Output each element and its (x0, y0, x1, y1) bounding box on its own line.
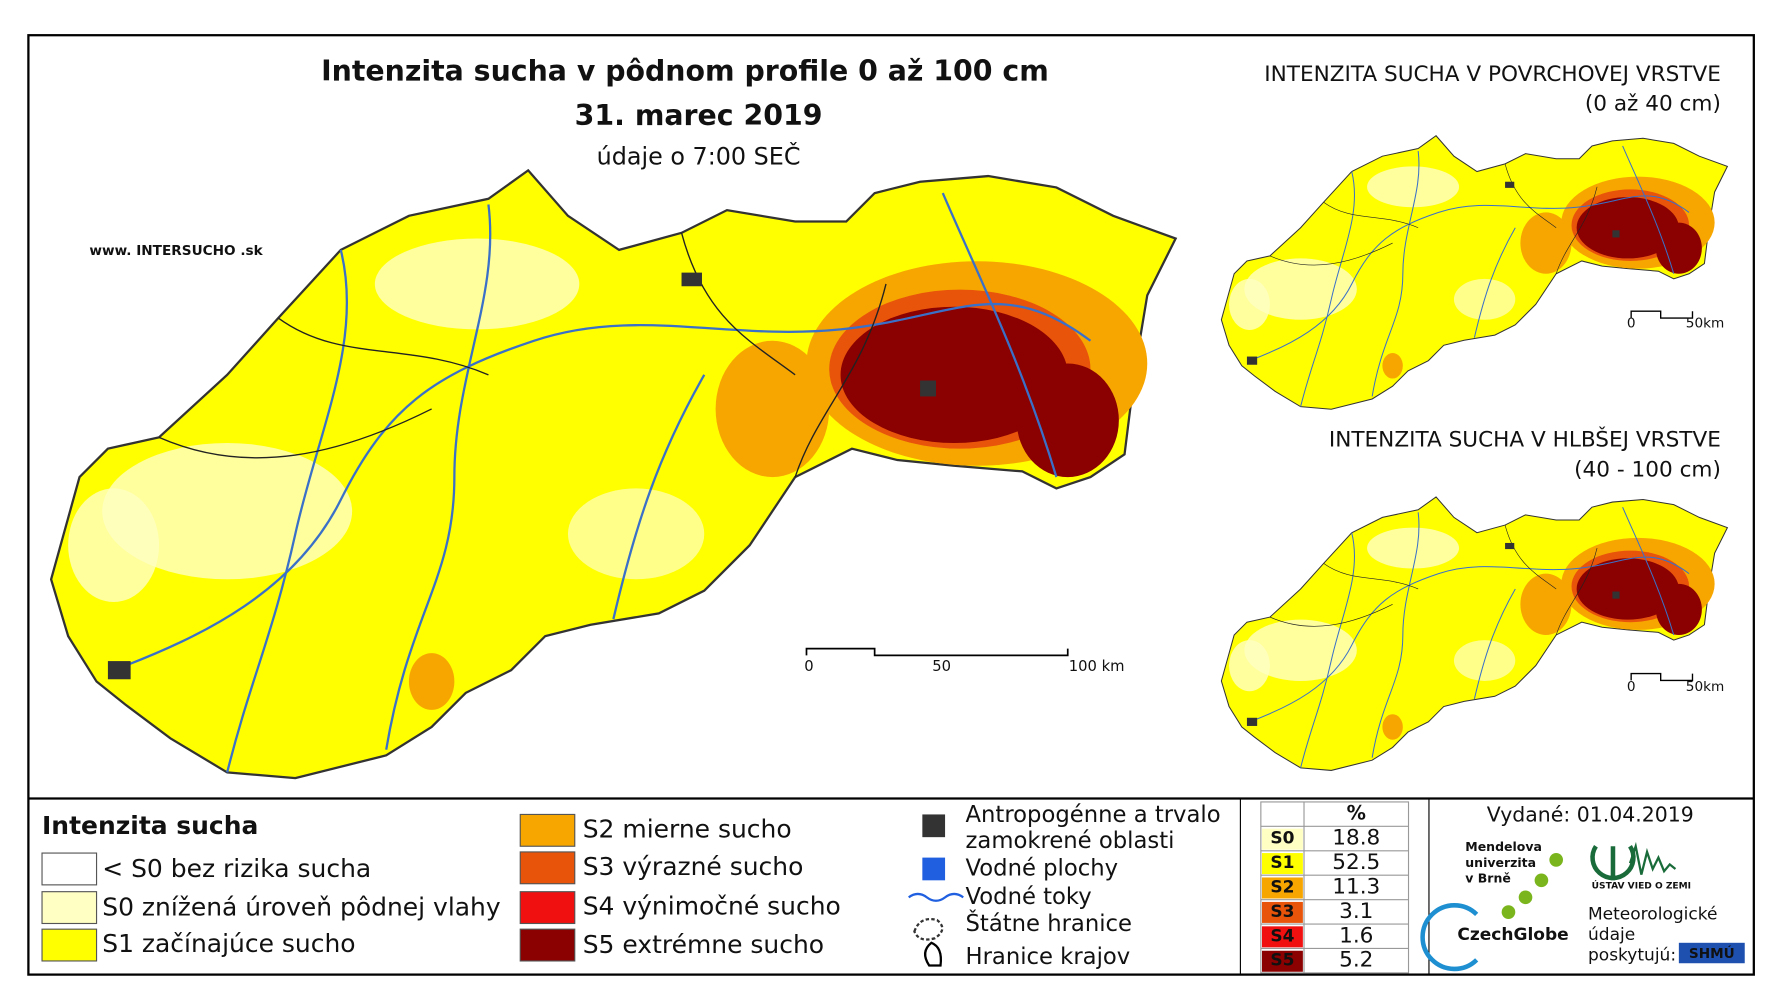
legend-swatch (519, 813, 576, 847)
logo-text: CzechGlobe (1457, 925, 1568, 945)
inset-subtitle: (0 až 40 cm) (1585, 92, 1721, 117)
scale-label: 0 (1627, 679, 1636, 695)
legend-label: S1 začínajúce sucho (102, 929, 355, 958)
logo-dot (1549, 853, 1563, 867)
scale-bar (1630, 672, 1694, 682)
class-label: S1 (1270, 853, 1294, 873)
logo-text: v Brně (1465, 871, 1511, 886)
scale-label: 100 km (1069, 658, 1125, 675)
class-cell (1261, 901, 1303, 923)
meteo-note: údaje (1588, 925, 1635, 945)
legend-label: < S0 bez rizika sucha (102, 854, 371, 883)
legend-swatch (519, 928, 576, 962)
legend-label: Vodné toky (966, 884, 1092, 910)
legend-icon (924, 941, 943, 967)
legend-label: Štátne hranice (966, 909, 1132, 937)
legend-icon (908, 892, 964, 902)
logo-text: ÚSTAV VIED O ZEMI (1592, 880, 1691, 892)
meteo-note: poskytujú: (1588, 945, 1676, 965)
legend-swatch (41, 928, 98, 962)
map-date: 31. marec 2019 (575, 99, 823, 132)
scale-label: 50 (932, 658, 951, 675)
class-label: S2 (1270, 877, 1294, 897)
logo-text: Mendelova (1465, 839, 1542, 854)
scale-label: 0 (804, 658, 813, 675)
legend-title: Intenzita sucha (42, 811, 258, 840)
inset-subtitle: (40 - 100 cm) (1574, 457, 1721, 482)
share-value: 1.6 (1339, 923, 1373, 948)
scale-bar (805, 647, 1069, 657)
class-cell (1261, 828, 1303, 850)
class-label: S0 (1270, 829, 1294, 849)
scale-label: 0 (1627, 316, 1636, 332)
legend-label: S2 mierne sucho (583, 814, 792, 843)
share-value: 18.8 (1332, 826, 1380, 851)
logo-text: univerzita (1465, 855, 1536, 870)
class-cell (1261, 877, 1303, 899)
class-label: S4 (1270, 926, 1294, 946)
legend-label: S0 znížená úroveň pôdnej vlahy (102, 893, 501, 922)
shmu-logo (1678, 942, 1745, 964)
logo-text: SHMÚ (1689, 944, 1735, 962)
legend-icon (922, 857, 946, 881)
logo-wave (1628, 841, 1677, 875)
share-value: 11.3 (1332, 874, 1380, 899)
class-cell (1261, 926, 1303, 948)
share-value: 5.2 (1339, 948, 1373, 973)
legend-swatch (519, 851, 576, 885)
class-label: S3 (1270, 902, 1294, 922)
time-note: údaje o 7:00 SEČ (597, 142, 801, 170)
table-frame (1260, 801, 1410, 974)
legend-label: S3 výrazné sucho (583, 852, 804, 881)
logo-dot (1501, 905, 1516, 919)
legend-swatch (41, 891, 98, 925)
issued: Vydané: 01.04.2019 (1487, 803, 1694, 827)
legend-label: Hranice krajov (966, 944, 1131, 970)
class-label: S5 (1270, 951, 1294, 971)
legend-icon (913, 917, 944, 941)
logo-swoosh (1420, 903, 1479, 972)
table-header: % (1347, 802, 1366, 825)
scale-bar (1630, 310, 1694, 319)
inset-title: INTENZITA SUCHA V POVRCHOVEJ VRSTVE (1264, 62, 1721, 87)
legend-label: Antropogénne a trvalo (966, 802, 1221, 828)
legend-label: Vodné plochy (966, 855, 1119, 881)
class-cell (1261, 950, 1303, 972)
website: www. INTERSUCHO .sk (89, 243, 263, 259)
logo-dot (1518, 890, 1533, 905)
scale-label: 50km (1686, 679, 1725, 695)
share-value: 52.5 (1332, 850, 1380, 875)
logo-mark (1590, 844, 1636, 881)
legend-label: S4 výnimočné sucho (583, 892, 841, 921)
legend-label: zamokrené oblasti (966, 828, 1175, 854)
inset-title: INTENZITA SUCHA V HLBŠEJ VRSTVE (1329, 427, 1721, 453)
legend-icon (922, 814, 946, 838)
legend-label: S5 extrémne sucho (583, 930, 824, 959)
scale-label: 50km (1686, 316, 1725, 332)
meteo-note: Meteorologické (1588, 904, 1717, 924)
map-title: Intenzita sucha v pôdnom profile 0 až 10… (321, 55, 1049, 88)
legend-swatch (41, 852, 98, 886)
logo-dot (1534, 873, 1549, 888)
legend-swatch (519, 891, 576, 925)
class-cell (1261, 853, 1303, 875)
share-value: 3.1 (1339, 899, 1373, 924)
